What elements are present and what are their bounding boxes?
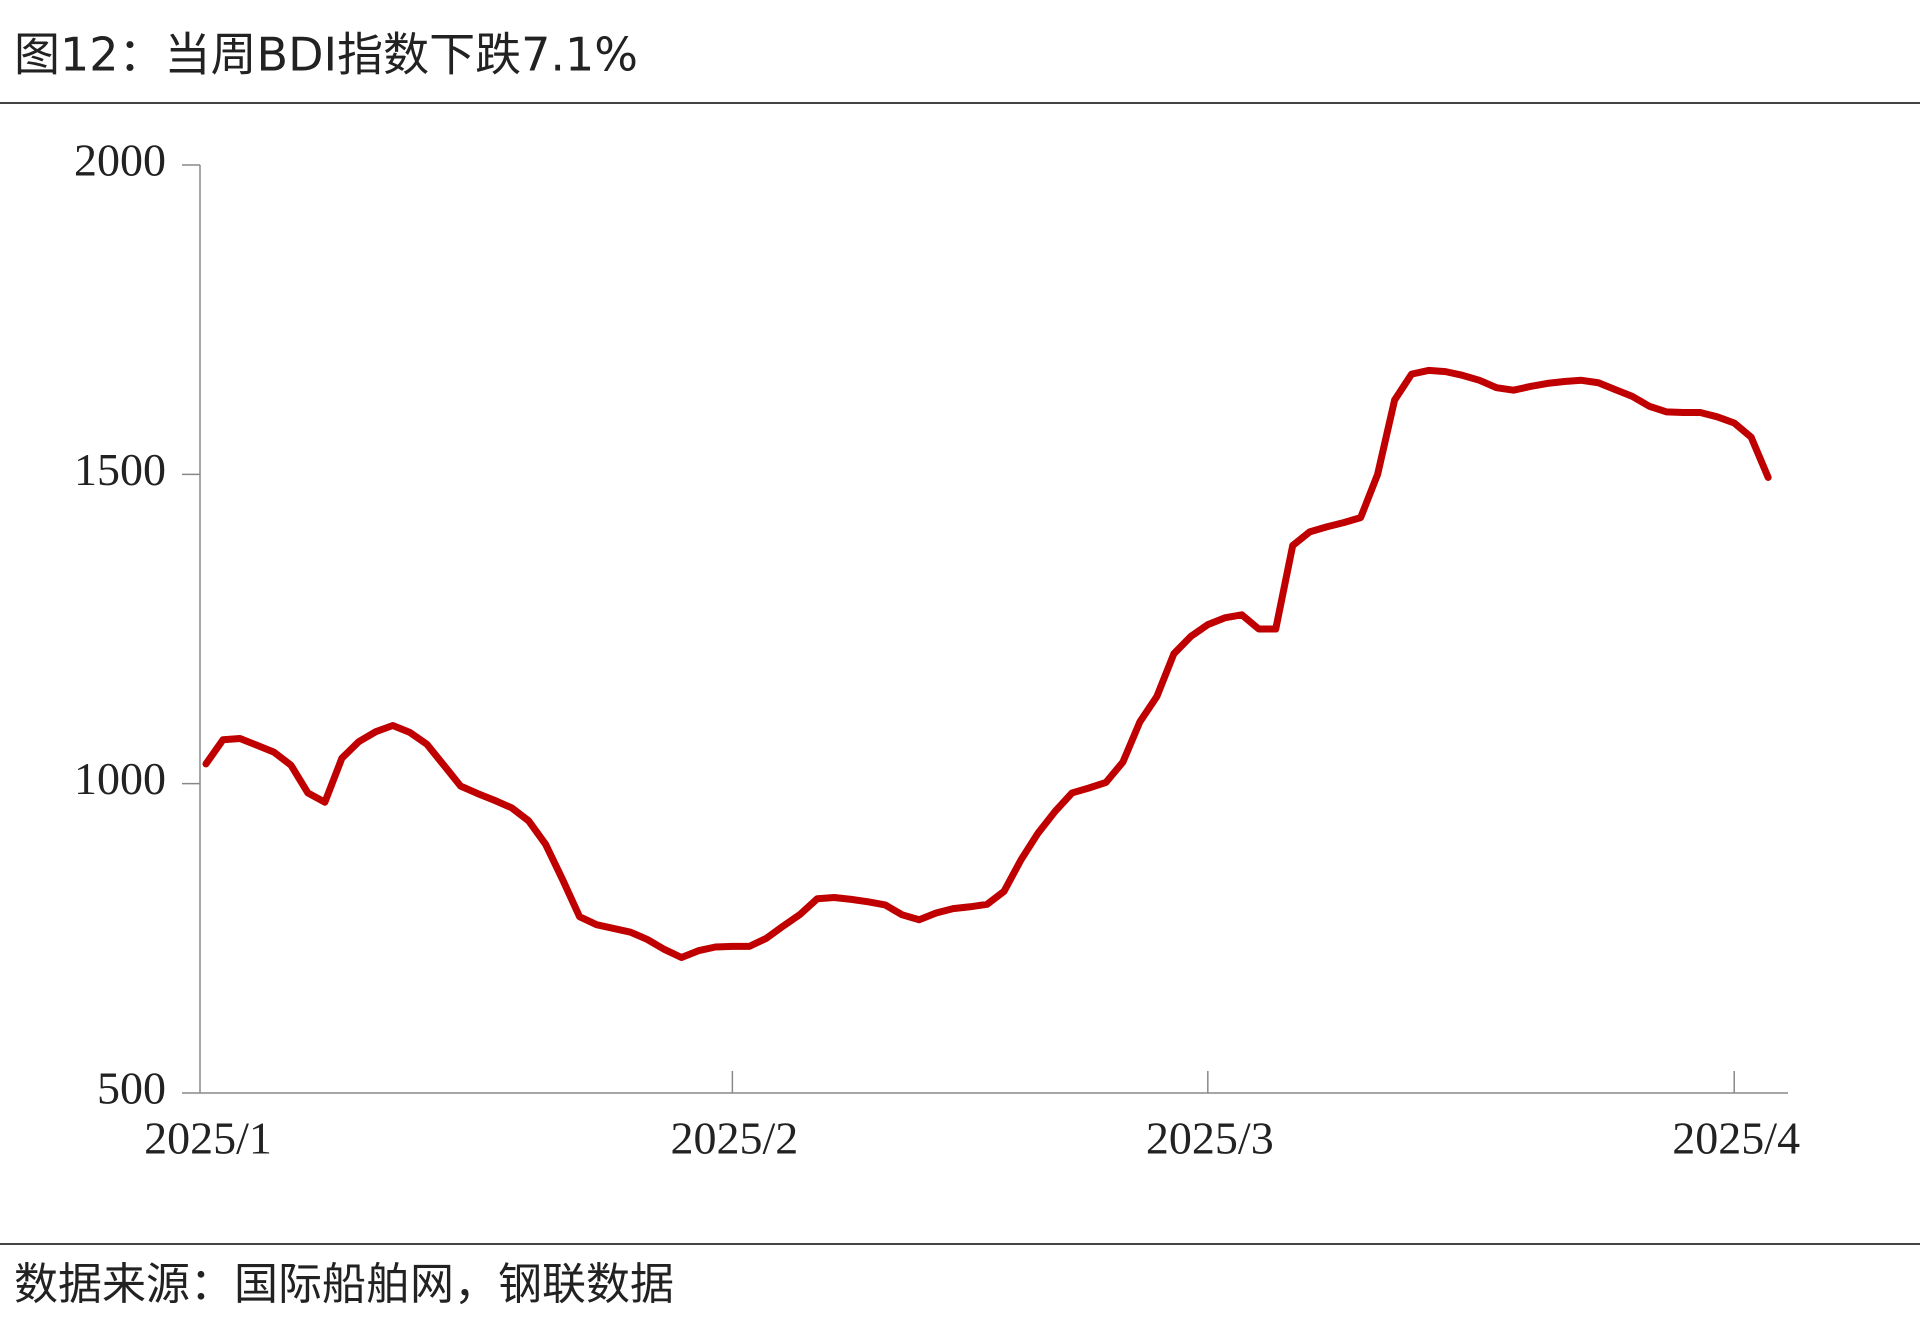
x-tick-label: 2025/3 [1146, 1113, 1274, 1164]
chart-title: 图12：当周BDI指数下跌7.1% [14, 28, 638, 82]
x-tick-label: 2025/1 [144, 1113, 272, 1164]
y-tick-label: 500 [97, 1063, 166, 1114]
y-tick-label: 2000 [74, 135, 166, 186]
data-line [202, 366, 1772, 962]
x-tick-label: 2025/4 [1672, 1113, 1800, 1164]
y-tick-label: 1000 [74, 753, 166, 804]
y-tick-label: 1500 [74, 444, 166, 495]
source-note: 数据来源：国际船舶网，钢联数据 [14, 1259, 674, 1310]
x-tick-label: 2025/2 [670, 1113, 798, 1164]
